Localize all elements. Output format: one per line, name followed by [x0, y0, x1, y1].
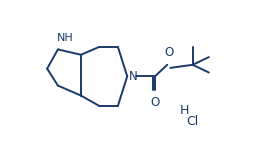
Text: Cl: Cl [187, 115, 199, 128]
Text: O: O [164, 46, 173, 59]
Text: N: N [129, 70, 138, 83]
Text: NH: NH [57, 33, 74, 43]
Text: O: O [150, 96, 159, 109]
Text: H: H [180, 104, 189, 117]
